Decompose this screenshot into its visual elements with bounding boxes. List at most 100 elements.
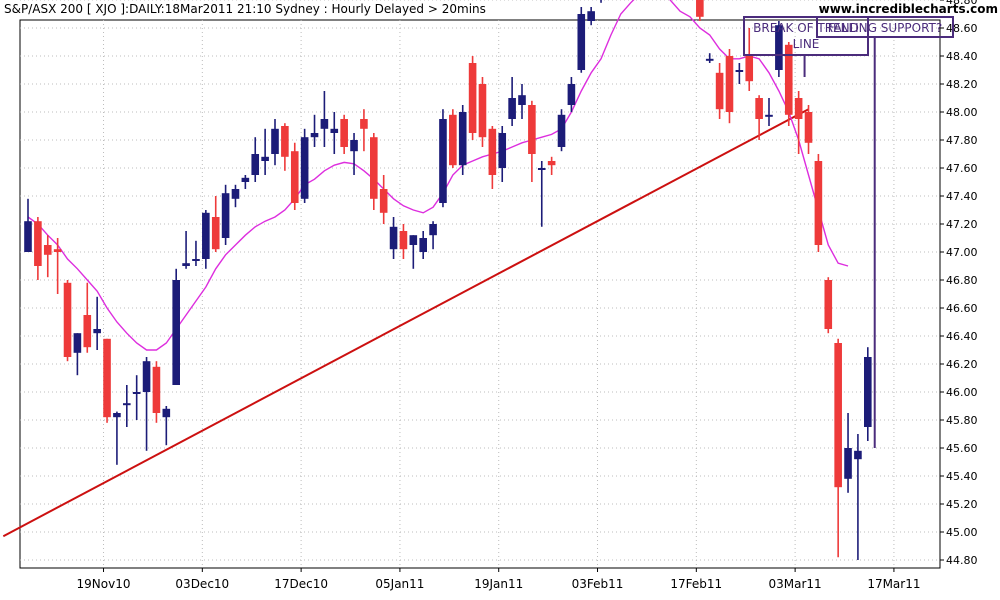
candle-body [379,189,388,213]
candle-body [557,114,566,147]
annotation-label-break: BREAK OF TREND [753,21,859,35]
candle-body [73,333,82,353]
candle-body [725,56,734,112]
y-tick-label: 48.40 [946,50,978,63]
candle-body [755,98,763,119]
candle-body [784,44,793,115]
candle-body [528,105,536,154]
candle-body [63,282,72,357]
candle-body [290,151,299,203]
site-label[interactable]: www.incrediblecharts.com [818,2,998,16]
candle-body [518,95,526,105]
candle-body [271,128,279,154]
candle-body [429,224,437,236]
candle-body [864,357,872,427]
candle-body [547,161,556,166]
candle-body [854,450,862,460]
candle-body [587,11,595,21]
candle-body [123,403,131,406]
candle-body [824,280,833,329]
y-tick-label: 47.20 [946,218,978,231]
candle-body [715,72,724,110]
y-tick-label: 48.80 [946,0,978,7]
x-tick-label: 03Feb11 [572,577,624,591]
candle-body [162,408,171,418]
chart-title: S&P/ASX 200 [ XJO ]:DAILY:18Mar2011 21:1… [4,2,486,16]
candle-body [231,189,240,199]
candle-body [696,0,704,17]
candle-body [43,245,52,255]
candle-body [211,217,220,250]
candle-body [310,133,319,138]
x-tick-label: 17Feb11 [670,577,722,591]
candle-body [330,128,339,133]
y-tick-label: 46.20 [946,358,978,371]
y-tick-label: 44.80 [946,554,978,567]
candle-body [320,119,329,129]
candle-body [132,392,141,394]
y-tick-label: 47.60 [946,162,978,175]
candle-body [182,263,190,266]
candle-body [765,114,773,117]
candle-body [142,361,151,392]
candle-body [537,168,546,170]
y-tick-label: 48.20 [946,78,978,91]
candle-body [360,119,368,129]
x-tick-label: 19Nov10 [77,577,131,591]
y-tick-label: 48.00 [946,106,978,119]
y-tick-label: 46.60 [946,302,978,315]
candle-body [488,128,497,175]
candle-body [399,231,408,250]
candle-body [468,63,477,133]
moving-average-line [27,0,849,351]
candle-body [103,338,111,418]
annotation-label-break: LINE [793,37,820,51]
x-tick-label: 19Jan11 [474,577,523,591]
candle-body [261,156,269,161]
y-tick-label: 46.80 [946,274,978,287]
candle-body [814,161,823,245]
candle-body [508,98,516,119]
candle-body [834,343,842,488]
y-tick-label: 45.00 [946,526,978,539]
x-tick-label: 17Mar11 [867,577,920,591]
candle-body [705,58,714,61]
candle-body [498,133,507,168]
x-tick-label: 05Jan11 [375,577,424,591]
candle-body [53,249,62,252]
candle-body [449,114,457,166]
candle-body [567,84,576,105]
candle-body [350,140,358,152]
candle-body [745,56,754,82]
candle-body [478,84,487,138]
candle-body [34,221,42,266]
y-tick-label: 45.60 [946,442,978,455]
y-tick-label: 45.20 [946,498,978,511]
candle-body [735,70,744,72]
candle-body [775,25,783,70]
candle-body [804,112,813,143]
candle-body [300,137,309,199]
candle-body [370,137,378,199]
candle-body [844,448,852,479]
y-tick-label: 48.60 [946,22,978,35]
candle-body [24,221,32,252]
candle-body [458,112,467,166]
candle-body [221,193,230,238]
trend-line [2,108,809,538]
candle-body [389,226,398,250]
candle-body [251,154,260,175]
candle-body [281,126,289,157]
candle-body [152,366,161,413]
candle-body [172,280,180,385]
y-tick-label: 46.00 [946,386,978,399]
y-tick-label: 47.80 [946,134,978,147]
candle-body [93,329,101,334]
candle-body [577,14,586,70]
candle-body [439,119,447,203]
candle-body [83,315,92,348]
candle-body [202,212,210,259]
x-tick-label: 03Dec10 [175,577,229,591]
y-tick-label: 47.40 [946,190,978,203]
